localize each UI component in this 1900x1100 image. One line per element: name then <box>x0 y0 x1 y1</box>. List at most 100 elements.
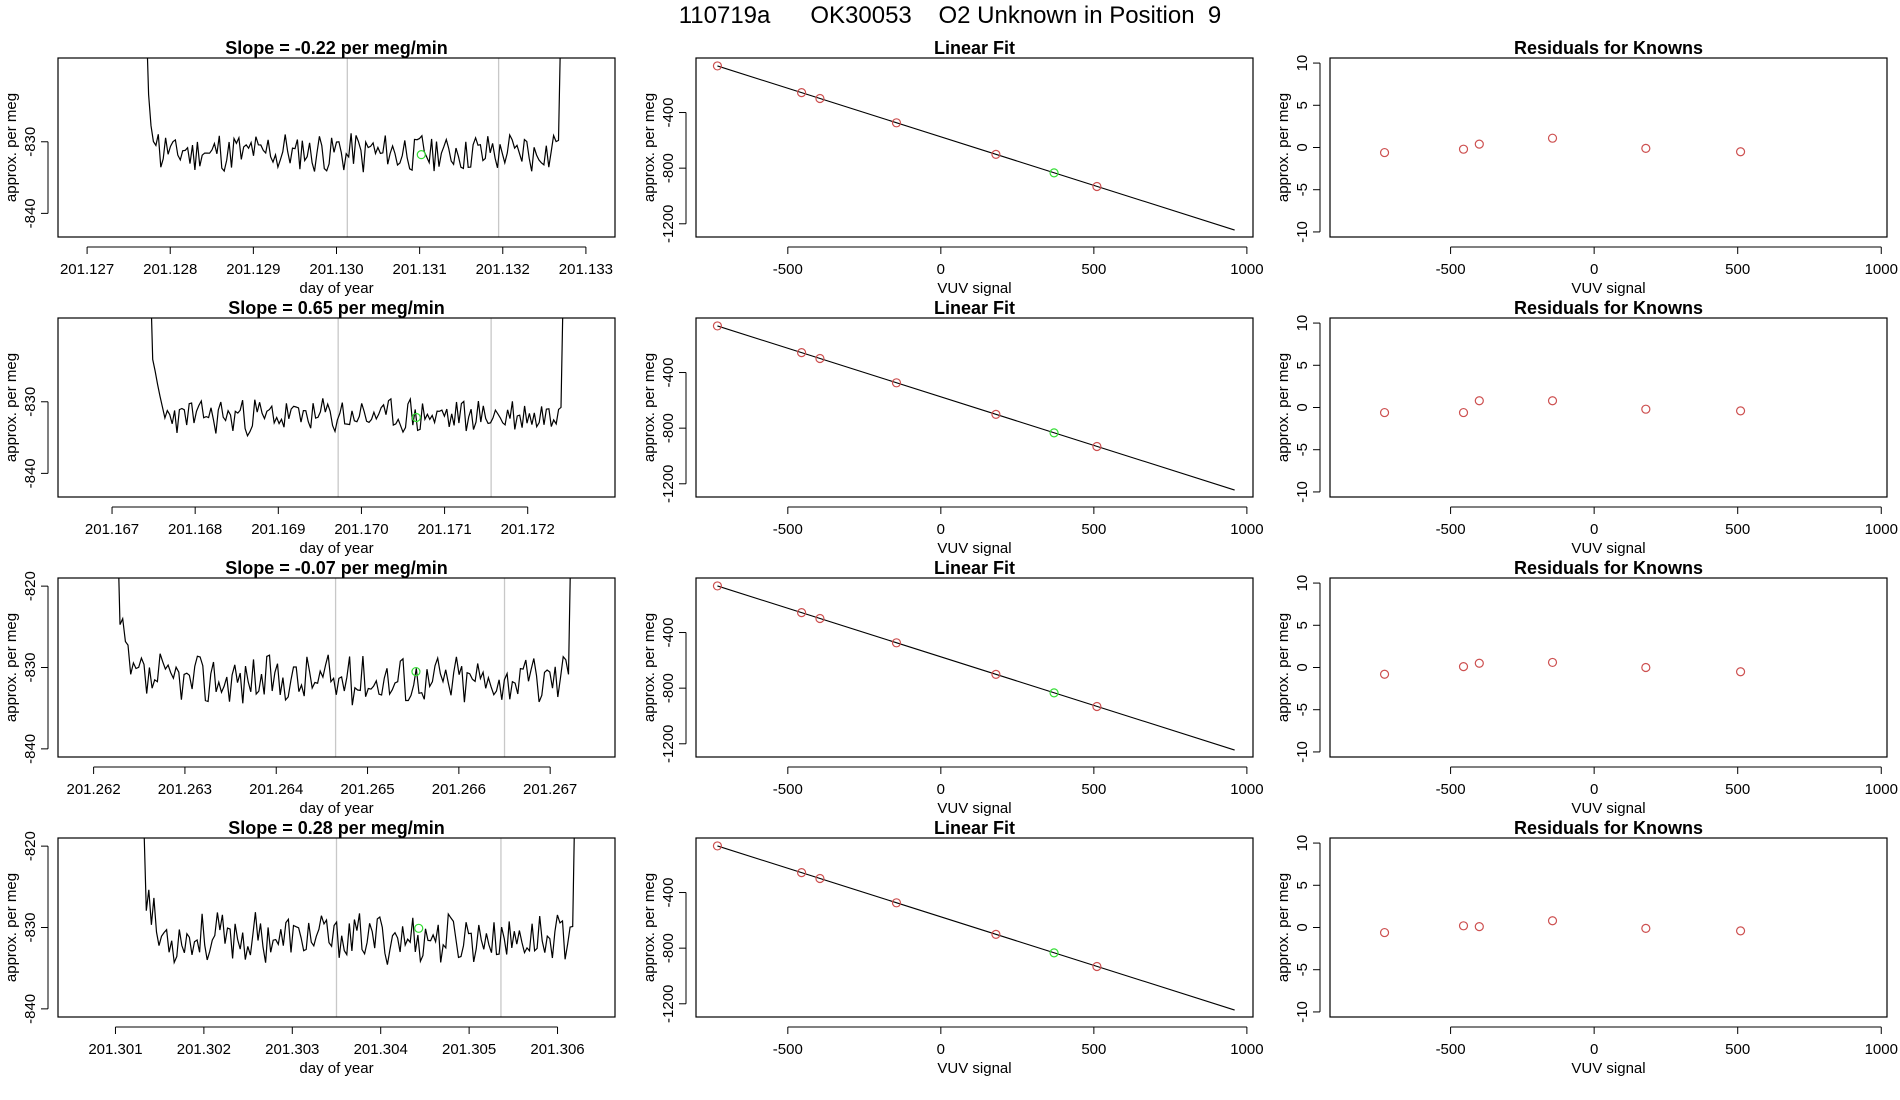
r2-ts-x-tick-label: 201.170 <box>334 521 388 538</box>
r4-res-x-tick-label: 500 <box>1725 1041 1750 1058</box>
r1-fit-unknown-point <box>1049 168 1059 178</box>
r2-res-known-point <box>1641 404 1651 414</box>
r3-fit-x-tick-label: 500 <box>1081 781 1106 798</box>
r4-ts-y-tick-label: -830 <box>22 912 39 942</box>
r2-fit-unknown-point <box>1049 428 1059 438</box>
r2-res-y-tick-label: 0 <box>1294 403 1311 411</box>
r1-ts-y-label: approx. per meg <box>3 93 20 202</box>
r3-ts-title: Slope = -0.07 per meg/min <box>225 558 448 578</box>
r2-res-title: Residuals for Knowns <box>1514 298 1703 318</box>
r2-ts-x-tick-label: 201.171 <box>417 521 471 538</box>
r4-fit-y-tick-label: -400 <box>660 878 677 908</box>
r4-ts-y-label: approx. per meg <box>3 873 20 982</box>
r2-fit-x-tick-label: 1000 <box>1230 521 1263 538</box>
r2-res-known-point <box>1379 407 1390 418</box>
r2-res-known-point <box>1458 407 1469 418</box>
r1-fit-x-tick-label: 1000 <box>1230 261 1263 278</box>
r4-fit-known-point <box>815 873 825 884</box>
r1-fit-x-tick-label: 500 <box>1081 261 1106 278</box>
r4-fit-x-tick-label: 0 <box>937 1041 945 1058</box>
r3-fit-known-point <box>891 638 902 648</box>
r3-res-x-label: VUV signal <box>1571 800 1645 817</box>
r3-res-known-point <box>1641 662 1651 673</box>
r1-res-y-tick-label: -10 <box>1294 221 1311 243</box>
r2-res-x-tick-label: 1000 <box>1865 521 1898 538</box>
r3-res-known-point <box>1458 662 1469 672</box>
r4-res-y-tick-label: 5 <box>1294 881 1311 889</box>
r3-fit-y-tick-label: -400 <box>660 618 677 648</box>
r3-res-y-tick-label: -10 <box>1294 741 1311 763</box>
r4-ts-x-tick-label: 201.303 <box>265 1041 319 1058</box>
r4-fit-unknown-point <box>1049 948 1059 958</box>
r3-fit-x-tick-label: 0 <box>937 781 945 798</box>
r4-res-y-tick-label: 10 <box>1294 835 1311 852</box>
r4-fit-known-point <box>991 929 1001 939</box>
r2-fit-x-tick-label: -500 <box>773 521 803 538</box>
r1-fit-title: Linear Fit <box>934 38 1015 58</box>
r1-ts-x-tick-label: 201.128 <box>143 261 197 278</box>
r1-fit-x-tick-label: 0 <box>937 261 945 278</box>
r2-ts-x-tick-label: 201.169 <box>251 521 305 538</box>
r3-fit-known-point <box>712 581 723 591</box>
r1-res-known-point <box>1641 143 1651 153</box>
r3-res-known-point <box>1379 669 1390 679</box>
r4-res-y-tick-label: -10 <box>1294 1001 1311 1023</box>
r2-fit-known-point <box>891 378 902 388</box>
r3-fit-x-tick-label: -500 <box>773 781 803 798</box>
r1-ts-title: Slope = -0.22 per meg/min <box>225 38 448 58</box>
r3-ts-x-label: day of year <box>299 800 373 817</box>
r3-ts-x-tick-label: 201.267 <box>523 781 577 798</box>
r1-fit-plot-frame <box>695 57 1254 238</box>
r2-ts-series-line <box>150 318 564 438</box>
r1-res-x-label: VUV signal <box>1571 280 1645 297</box>
r3-ts-x-tick-label: 201.264 <box>249 781 303 798</box>
r3-ts-y-tick-label: -830 <box>22 652 39 682</box>
r4-ts-x-tick-label: 201.305 <box>442 1041 496 1058</box>
r4-fit-known-point <box>796 868 807 878</box>
r2-fit-y-tick-label: -400 <box>660 358 677 388</box>
r2-ts-y-label: approx. per meg <box>3 353 20 462</box>
r4-res-known-point <box>1735 926 1746 936</box>
r3-ts-x-tick-label: 201.266 <box>432 781 486 798</box>
r2-ts-x-tick-label: 201.167 <box>85 521 139 538</box>
r1-fit-fit-line <box>717 65 1235 231</box>
r4-res-x-label: VUV signal <box>1571 1060 1645 1077</box>
r4-fit-y-tick-label: -1200 <box>660 985 677 1023</box>
r2-fit-known-point <box>815 353 825 364</box>
r1-res-plot-frame <box>1329 57 1888 238</box>
r2-fit-x-tick-label: 500 <box>1081 521 1106 538</box>
r3-fit-y-tick-label: -800 <box>660 673 677 703</box>
r1-fit-y-tick-label: -1200 <box>660 205 677 243</box>
r3-fit-x-label: VUV signal <box>937 800 1011 817</box>
r1-ts-y-tick-label: -830 <box>22 127 39 157</box>
r4-res-known-point <box>1474 922 1484 932</box>
r1-res-known-point <box>1735 147 1746 157</box>
r1-ts-series-line <box>146 58 561 173</box>
r1-res-x-tick-label: -500 <box>1436 261 1466 278</box>
r1-res-title: Residuals for Knowns <box>1514 38 1703 58</box>
r4-ts-y-tick-label: -840 <box>22 994 39 1024</box>
r2-ts-plot-frame <box>57 317 616 498</box>
r1-fit-y-label: approx. per meg <box>641 93 658 202</box>
r3-res-y-tick-label: 10 <box>1294 575 1311 592</box>
r2-res-x-tick-label: -500 <box>1436 521 1466 538</box>
r1-fit-y-tick-label: -400 <box>660 98 677 128</box>
r1-res-x-tick-label: 0 <box>1590 261 1598 278</box>
r2-fit-fit-line <box>717 325 1235 491</box>
r2-fit-known-point <box>712 321 723 331</box>
r3-fit-known-point <box>1092 701 1102 712</box>
r1-res-known-point <box>1458 144 1469 154</box>
r2-res-y-tick-label: 5 <box>1294 361 1311 369</box>
r2-res-y-tick-label: 10 <box>1294 315 1311 332</box>
r4-ts-unknown-marker <box>414 923 424 933</box>
r1-ts-x-label: day of year <box>299 280 373 297</box>
r4-fit-x-tick-label: -500 <box>773 1041 803 1058</box>
r3-fit-known-point <box>815 613 825 624</box>
r4-res-known-point <box>1458 921 1469 931</box>
r4-res-known-point <box>1547 916 1558 926</box>
r2-res-x-tick-label: 0 <box>1590 521 1598 538</box>
r4-ts-x-tick-label: 201.304 <box>354 1041 408 1058</box>
r3-fit-fit-line <box>717 585 1235 751</box>
r3-ts-x-tick-label: 201.265 <box>340 781 394 798</box>
r3-res-y-label: approx. per meg <box>1275 613 1292 722</box>
